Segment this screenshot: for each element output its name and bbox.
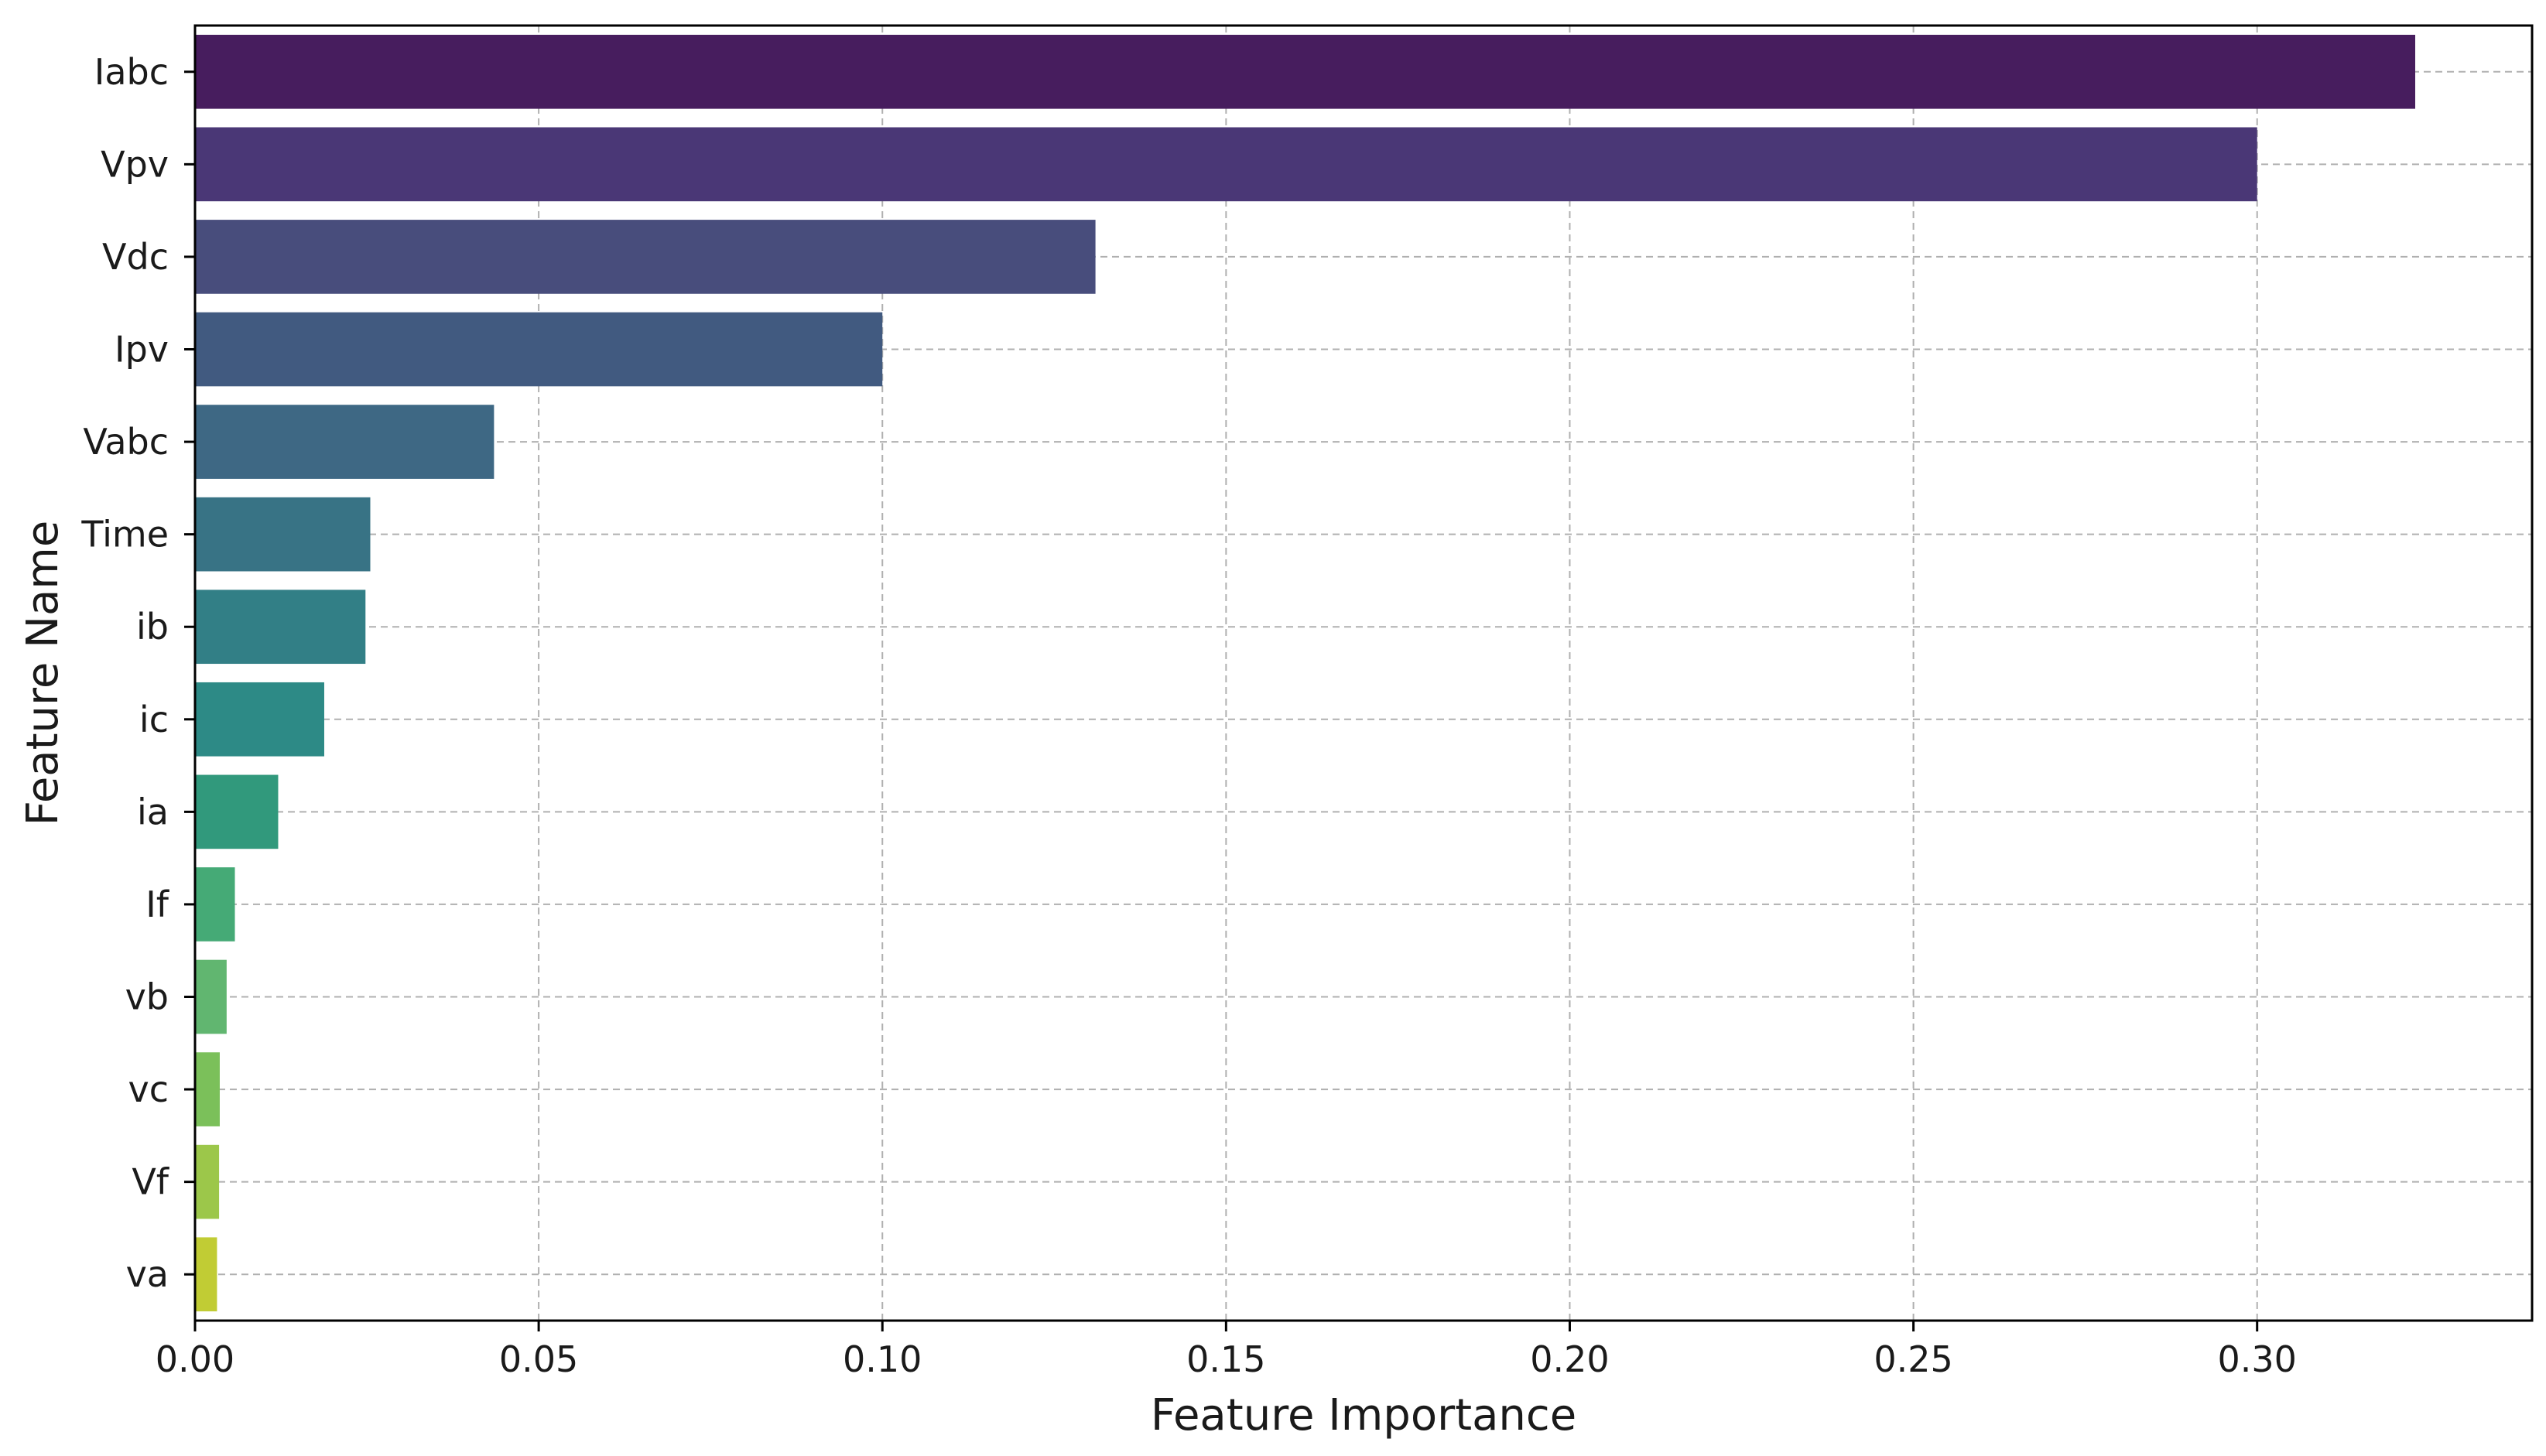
x-tick-label: 0.10 xyxy=(843,1338,922,1380)
x-tick-label: 0.15 xyxy=(1186,1338,1265,1380)
y-tick-label: Iabc xyxy=(94,51,169,93)
x-tick-label: 0.00 xyxy=(156,1338,234,1380)
bar-vdc xyxy=(195,220,1096,294)
x-ticks: 0.00 0.05 0.10 0.15 0.20 0.25 0.30 xyxy=(156,1321,2297,1380)
bar-time xyxy=(195,497,371,572)
x-axis-label: Feature Importance xyxy=(1151,1390,1576,1441)
y-tick-label: Vpv xyxy=(101,143,169,185)
y-tick-label: ic xyxy=(139,699,169,740)
y-tick-label: ia xyxy=(137,791,169,832)
bar-ib xyxy=(195,590,366,665)
y-tick-label: vc xyxy=(128,1068,169,1110)
bar-if xyxy=(195,867,235,942)
x-tick-label: 0.20 xyxy=(1530,1338,1609,1380)
bar-va xyxy=(195,1237,217,1312)
y-axis-label: Feature Name xyxy=(18,521,68,826)
bar-vb xyxy=(195,959,227,1034)
y-tick-label: vb xyxy=(125,976,169,1018)
bars xyxy=(195,34,2415,1312)
bar-vf xyxy=(195,1144,220,1219)
y-tick-label: Ipv xyxy=(115,329,169,371)
y-tick-label: Vf xyxy=(132,1161,169,1203)
y-tick-label: va xyxy=(126,1253,169,1295)
y-tick-label: Vdc xyxy=(102,236,169,278)
bar-ic xyxy=(195,682,324,757)
y-ticks: Iabc Vpv Vdc Ipv Vabc Time ib ic ia If vb vc Vf va xyxy=(80,51,195,1295)
bar-ia xyxy=(195,774,279,849)
y-tick-label: Vabc xyxy=(83,421,169,463)
x-tick-label: 0.30 xyxy=(2217,1338,2296,1380)
y-tick-label: ib xyxy=(136,606,169,648)
bar-vabc xyxy=(195,405,494,479)
bar-iabc xyxy=(195,34,2415,109)
plot-frame xyxy=(193,24,2534,1322)
x-tick-label: 0.25 xyxy=(1874,1338,1952,1380)
y-tick-label: Time xyxy=(80,514,169,555)
bar-vc xyxy=(195,1052,220,1126)
y-tick-label: If xyxy=(145,884,170,925)
bar-ipv xyxy=(195,312,883,387)
x-tick-label: 0.05 xyxy=(499,1338,578,1380)
bar-vpv xyxy=(195,127,2257,202)
